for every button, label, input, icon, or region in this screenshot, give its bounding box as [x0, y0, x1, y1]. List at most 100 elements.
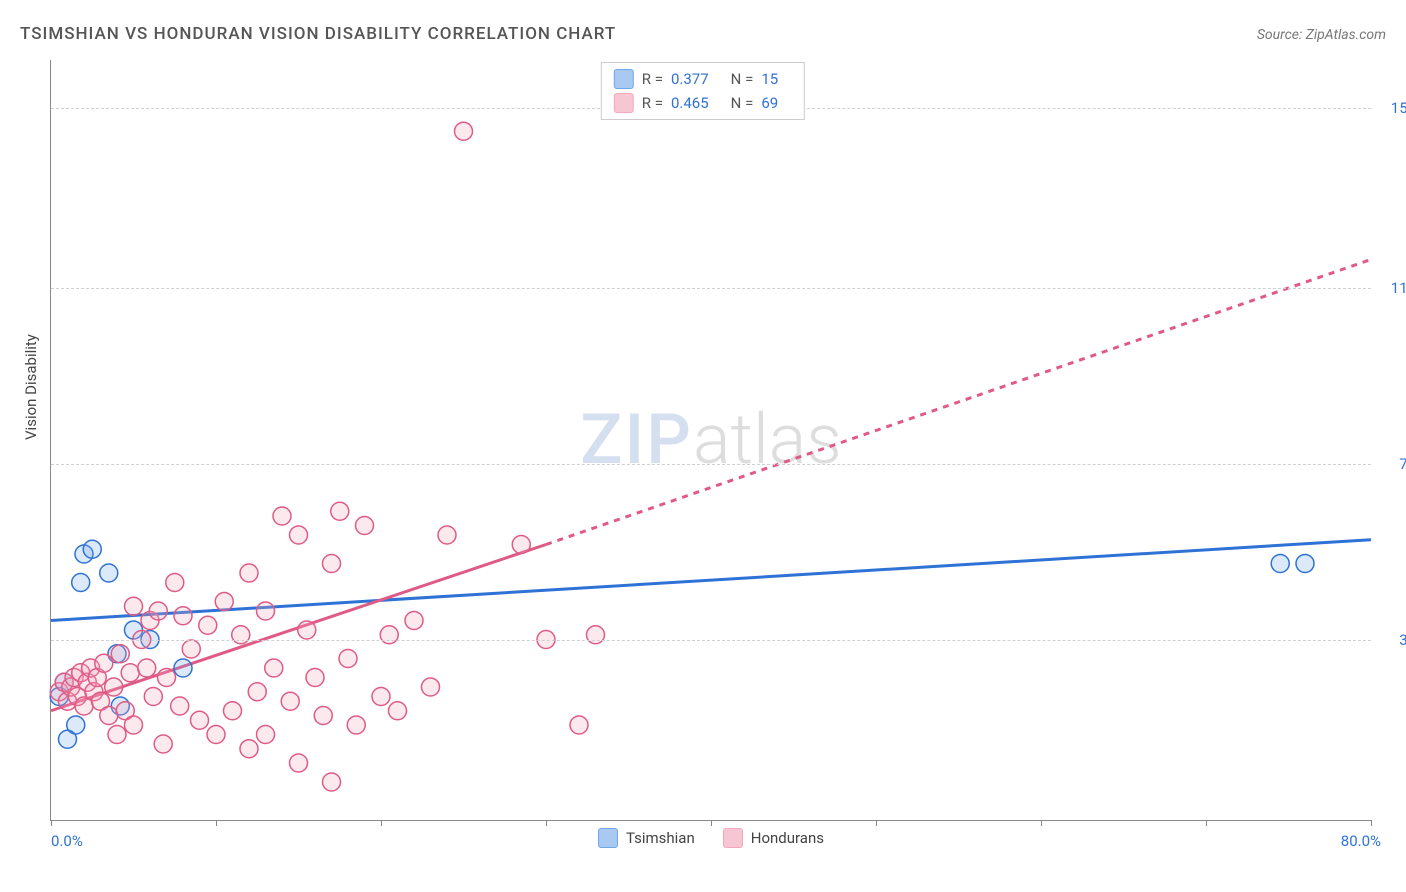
data-point — [314, 707, 332, 725]
data-point — [380, 626, 398, 644]
data-point — [290, 754, 308, 772]
data-point — [1296, 555, 1314, 573]
data-point — [174, 659, 192, 677]
data-point — [265, 659, 283, 677]
data-point — [298, 621, 316, 639]
data-point — [207, 726, 225, 744]
data-point — [166, 574, 184, 592]
data-point — [224, 702, 242, 720]
data-point — [95, 654, 113, 672]
y-tick-label: 15.0% — [1376, 99, 1406, 117]
data-point — [438, 526, 456, 544]
data-point — [125, 716, 143, 734]
data-point — [215, 593, 233, 611]
data-point — [339, 650, 357, 668]
data-point — [72, 574, 90, 592]
data-point — [232, 626, 250, 644]
data-point — [347, 716, 365, 734]
legend-r-value: 0.465 — [671, 94, 709, 112]
data-point — [240, 740, 258, 758]
data-point — [158, 669, 176, 687]
data-point — [171, 697, 189, 715]
legend-r-label: R = — [642, 94, 663, 112]
y-axis-title: Vision Disability — [22, 334, 40, 440]
x-tick — [546, 820, 547, 826]
data-point — [105, 678, 123, 696]
legend-swatch — [614, 93, 634, 113]
legend-r-label: R = — [642, 70, 663, 88]
trend-line — [546, 260, 1371, 545]
legend-top: R = 0.377N = 15R = 0.465N = 69 — [601, 62, 805, 120]
x-max-label: 80.0% — [1341, 832, 1381, 850]
legend-top-row: R = 0.465N = 69 — [614, 91, 792, 115]
legend-swatch — [723, 828, 743, 848]
x-tick — [1206, 820, 1207, 826]
data-point — [273, 507, 291, 525]
data-point — [405, 612, 423, 630]
data-point — [257, 602, 275, 620]
x-min-label: 0.0% — [51, 832, 83, 850]
legend-bottom-item: Hondurans — [723, 828, 824, 848]
data-point — [356, 517, 374, 535]
data-point — [83, 540, 101, 558]
x-tick — [876, 820, 877, 826]
data-point — [455, 122, 473, 140]
x-tick — [216, 820, 217, 826]
data-point — [257, 726, 275, 744]
legend-n-label: N = — [731, 70, 754, 88]
chart-plot-area: ZIPatlas 3.8%7.5%11.2%15.0% 0.0% 80.0% T… — [50, 60, 1371, 821]
data-point — [422, 678, 440, 696]
legend-series-label: Hondurans — [751, 829, 824, 847]
gridline — [51, 288, 1371, 289]
data-point — [199, 616, 217, 634]
legend-r-value: 0.377 — [671, 70, 709, 88]
legend-n-value: 15 — [761, 70, 778, 88]
data-point — [121, 664, 139, 682]
y-tick-label: 11.2% — [1376, 279, 1406, 297]
y-tick-label: 7.5% — [1376, 455, 1406, 473]
legend-n-label: N = — [731, 94, 754, 112]
x-tick — [711, 820, 712, 826]
data-point — [570, 716, 588, 734]
data-point — [191, 711, 209, 729]
data-point — [587, 626, 605, 644]
gridline — [51, 640, 1371, 641]
data-point — [240, 564, 258, 582]
x-tick — [1371, 820, 1372, 826]
data-point — [372, 688, 390, 706]
legend-swatch — [598, 828, 618, 848]
data-point — [174, 607, 192, 625]
legend-series-label: Tsimshian — [626, 829, 695, 847]
data-point — [149, 602, 167, 620]
source-label: Source: ZipAtlas.com — [1257, 27, 1386, 43]
data-point — [100, 707, 118, 725]
data-point — [138, 659, 156, 677]
plot-svg — [51, 60, 1371, 820]
data-point — [323, 555, 341, 573]
data-point — [248, 683, 266, 701]
data-point — [290, 526, 308, 544]
data-point — [108, 726, 126, 744]
data-point — [1271, 555, 1289, 573]
y-tick-label: 3.8% — [1376, 631, 1406, 649]
data-point — [306, 669, 324, 687]
x-tick — [381, 820, 382, 826]
legend-bottom-item: Tsimshian — [598, 828, 695, 848]
data-point — [281, 692, 299, 710]
data-point — [111, 645, 129, 663]
legend-top-row: R = 0.377 N = 15 — [614, 67, 792, 91]
data-point — [182, 640, 200, 658]
legend-bottom: Tsimshian Hondurans — [598, 828, 824, 848]
data-point — [323, 773, 341, 791]
gridline — [51, 464, 1371, 465]
data-point — [144, 688, 162, 706]
legend-swatch — [614, 69, 634, 89]
chart-title: TSIMSHIAN VS HONDURAN VISION DISABILITY … — [20, 24, 616, 44]
data-point — [67, 716, 85, 734]
data-point — [331, 502, 349, 520]
data-point — [125, 597, 143, 615]
data-point — [389, 702, 407, 720]
x-tick — [51, 820, 52, 826]
data-point — [512, 536, 530, 554]
data-point — [154, 735, 172, 753]
